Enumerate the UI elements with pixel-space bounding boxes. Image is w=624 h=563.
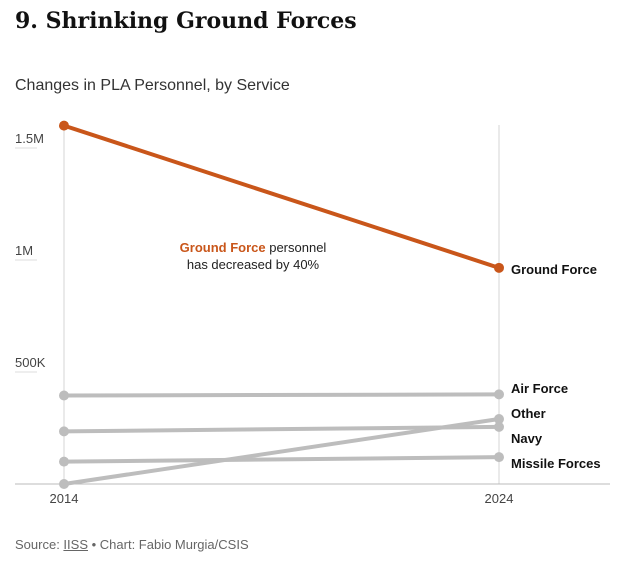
source-prefix: Source: [15,537,64,552]
series-line [63,417,500,486]
x-tick-label: 2024 [485,491,514,506]
series-line [63,392,500,398]
series-label: Ground Force [511,262,597,277]
slope-chart: 500K 1M 1.5M 2014 2024 Missile Forces Navy Othe… [15,120,610,506]
annotation-line-2: has decreased by 40% [187,257,320,272]
y-tick-label: 1.5M [15,131,44,146]
source-link[interactable]: IISS [63,537,88,552]
x-tick-label: 2014 [50,491,79,506]
series-label: Missile Forces [511,456,601,471]
data-point [494,389,504,400]
series-line [63,455,500,464]
data-point [494,262,504,273]
series-line [63,123,500,270]
data-point [59,120,69,131]
series-label: Air Force [511,381,568,396]
y-tick-label: 500K [15,355,46,370]
series-label: Other [511,406,546,421]
data-point [59,426,69,437]
y-tick-label: 1M [15,243,33,258]
data-point [494,452,504,463]
chart-credit: • Chart: Fabio Murgia/CSIS [88,537,249,552]
data-point [494,421,504,432]
data-point [494,414,504,425]
data-point [59,479,69,489]
data-point [59,456,69,467]
chart-subtitle: Changes in PLA Personnel, by Service [15,77,290,94]
series-line [63,424,500,434]
annotation-text: personnel [266,240,327,255]
source-note: Source: IISS • Chart: Fabio Murgia/CSIS [15,537,249,552]
data-point [59,390,69,401]
annotation-line-1: Ground Force personnel [180,240,327,255]
series-label: Navy [511,431,543,446]
annotation-highlight: Ground Force [180,240,266,255]
chart-title: 9. Shrinking Ground Forces [15,8,357,34]
